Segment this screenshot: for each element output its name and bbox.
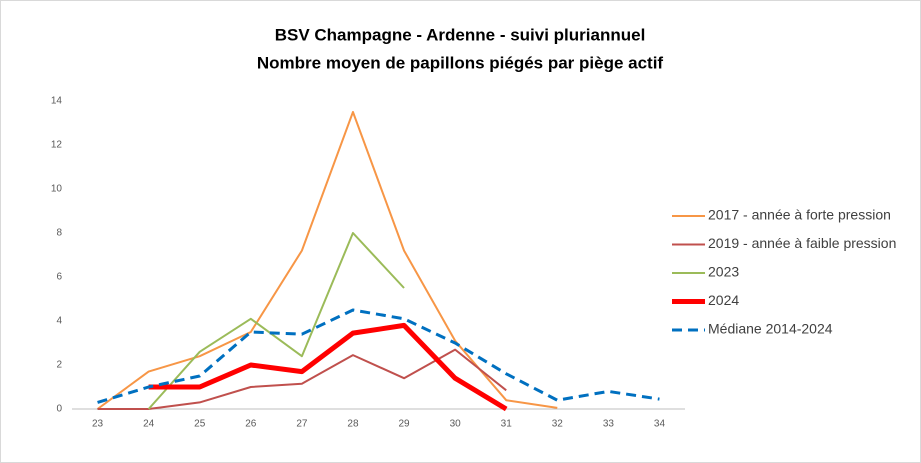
- x-tick-label: 28: [347, 419, 359, 430]
- x-tick-label: 25: [194, 419, 206, 430]
- x-tick-label: 30: [450, 419, 462, 430]
- chart-subtitle: Nombre moyen de papillons piégés par piè…: [257, 53, 664, 72]
- x-tick-label: 32: [552, 419, 564, 430]
- legend-label: 2023: [708, 264, 739, 280]
- y-tick-label: 4: [56, 316, 62, 327]
- x-tick-label: 34: [654, 419, 666, 430]
- legend-label: 2019 - année à faible pression: [708, 235, 896, 251]
- y-tick-label: 14: [51, 96, 63, 107]
- y-tick-label: 10: [51, 184, 63, 195]
- chart-title: BSV Champagne - Ardenne - suivi pluriann…: [275, 25, 646, 44]
- series-line: [97, 308, 660, 404]
- legend-label: Médiane 2014-2024: [708, 321, 833, 337]
- x-tick-label: 27: [296, 419, 308, 430]
- x-tick-label: 23: [92, 419, 104, 430]
- y-tick-label: 6: [56, 272, 62, 283]
- y-tick-label: 8: [56, 228, 62, 239]
- series-line: [148, 322, 508, 412]
- x-tick-label: 29: [398, 419, 410, 430]
- x-tick-label: 31: [501, 419, 513, 430]
- legend-label: 2017 - année à forte pression: [708, 207, 891, 223]
- x-tick-label: 26: [245, 419, 257, 430]
- legend-label: 2024: [708, 292, 739, 308]
- y-tick-label: 2: [56, 360, 62, 371]
- series-line: [147, 232, 405, 410]
- x-tick-label: 24: [143, 419, 155, 430]
- y-tick-label: 12: [51, 140, 63, 151]
- y-tick-label: 0: [56, 404, 62, 415]
- x-tick-label: 33: [603, 419, 615, 430]
